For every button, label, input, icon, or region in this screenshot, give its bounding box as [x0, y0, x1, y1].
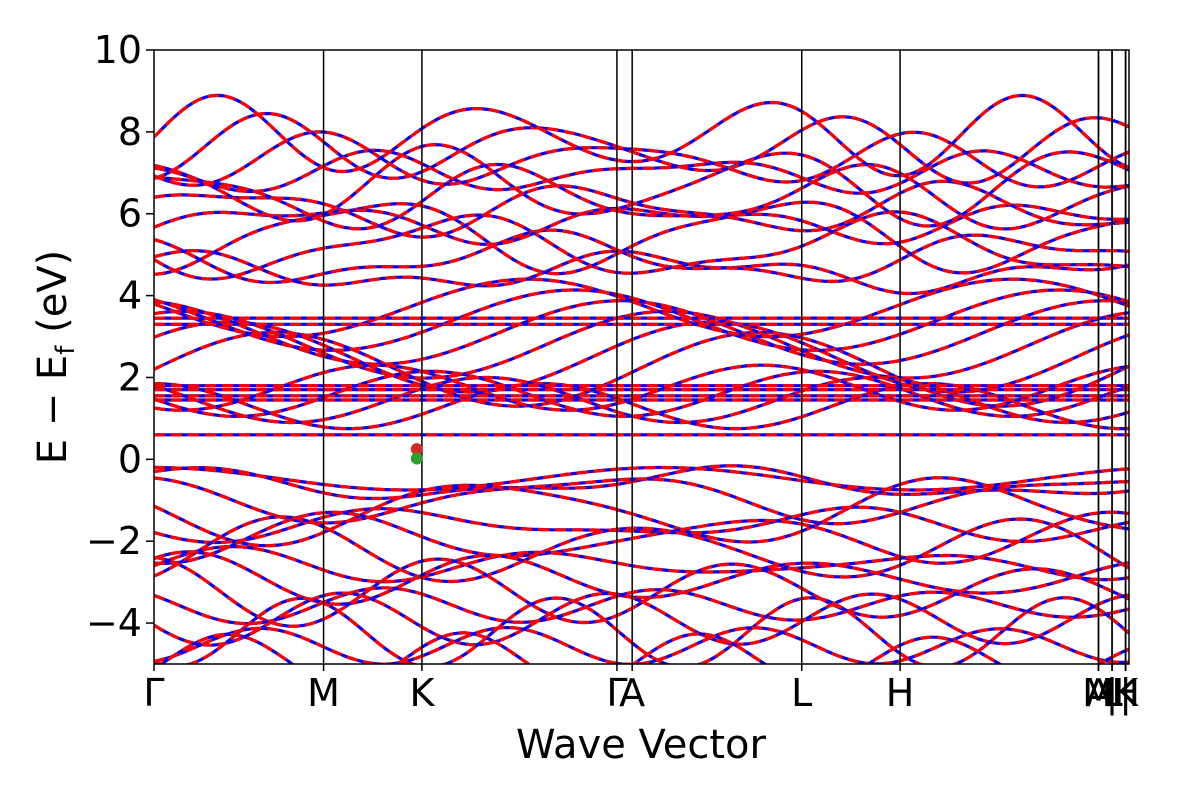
band-line-dashed: [154, 179, 1129, 239]
x-tick-label: K: [409, 671, 435, 715]
x-tick-label: K: [1113, 671, 1139, 715]
band-line-dashed: [154, 510, 1129, 565]
band-line-dashed: [154, 130, 1129, 189]
band-line-dashed: [154, 476, 1129, 526]
y-axis-label-subscript: f: [51, 345, 81, 355]
band-line-solid: [154, 288, 1129, 352]
x-tick-label: A: [619, 671, 645, 715]
band-line-dashed: [154, 464, 1129, 501]
band-lines: [154, 93, 1129, 664]
x-tick-label: M: [307, 671, 340, 715]
band-line-dashed: [154, 544, 1129, 584]
x-tick-label: L: [791, 671, 812, 715]
y-tick-label: −4: [86, 601, 142, 645]
band-line-dashed: [154, 142, 1129, 228]
x-tick-label: L: [1101, 671, 1122, 715]
x-tick-label: Γ: [606, 671, 627, 715]
fermi-markers: [410, 443, 423, 465]
band-line-solid: [154, 544, 1129, 584]
band-line-dashed: [154, 299, 1129, 366]
band-line-dashed: [154, 550, 1129, 606]
band-edge-marker: [410, 443, 423, 456]
band-line-dashed: [154, 515, 1129, 584]
band-line-dashed: [154, 228, 1129, 285]
band-line-dashed: [154, 210, 1129, 281]
y-tick-label: 0: [118, 437, 142, 481]
band-line-dashed: [154, 111, 1129, 185]
y-tick-label: 4: [118, 274, 142, 318]
band-line-dashed: [154, 596, 1129, 664]
x-tick-label: |: [1106, 671, 1119, 716]
x-axis-ticks: Γ M K ΓA L H AM|L|KH: [143, 664, 1140, 716]
band-line-dashed: [154, 249, 1129, 296]
band-line-dashed: [154, 591, 1129, 647]
band-line-solid: [158, 631, 1129, 664]
band-line-dashed: [154, 330, 1129, 408]
y-tick-label: 8: [118, 110, 142, 154]
y-axis-label-unit: (eV): [30, 250, 76, 346]
band-line-dashed: [154, 148, 1129, 195]
y-tick-label: −2: [86, 519, 142, 563]
band-line-dashed: [154, 93, 1129, 178]
x-tick-label: A: [1085, 671, 1111, 715]
y-axis-label-main: E − E: [30, 355, 76, 465]
x-tick-label: |: [1119, 671, 1132, 716]
band-line-dashed: [154, 277, 1129, 339]
band-line-dashed: [154, 465, 1129, 492]
band-line-dashed: [154, 203, 1129, 247]
band-line-dashed: [154, 288, 1129, 352]
y-axis-label: E − Ef (eV): [30, 250, 81, 465]
x-axis-label: Wave Vector: [516, 722, 767, 768]
band-line-dashed: [154, 320, 1129, 394]
y-tick-label: 10: [94, 28, 142, 72]
band-line-solid: [154, 299, 1129, 366]
x-tick-label: Γ: [143, 671, 164, 715]
y-axis-ticks: 10 8 6 4 2 0 −2 −4: [86, 28, 154, 645]
plot-frame: [153, 49, 1130, 665]
x-tick-label: M: [1082, 671, 1115, 715]
high-symmetry-lines: [322, 50, 1127, 664]
band-line-solid: [154, 277, 1129, 339]
band-line-dashed: [154, 586, 1129, 626]
x-tick-label: H: [1111, 671, 1140, 715]
band-line-dashed: [154, 476, 1129, 548]
x-tick-label: H: [886, 671, 915, 715]
y-tick-label: 2: [118, 355, 142, 399]
y-tick-label: 6: [118, 192, 142, 236]
band-line-dashed: [154, 555, 1129, 628]
band-edge-marker: [410, 452, 423, 465]
band-line-dashed: [154, 162, 1129, 231]
band-line-dashed: [154, 382, 1129, 431]
